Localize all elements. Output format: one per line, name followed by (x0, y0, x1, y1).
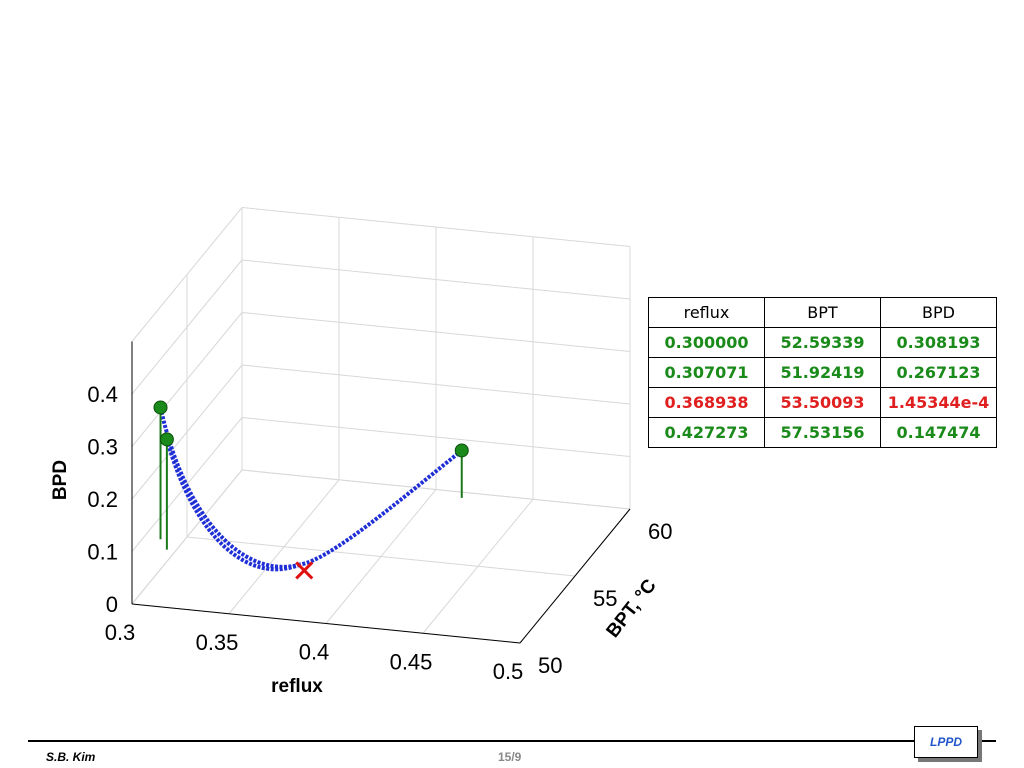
grid-line (241, 417, 631, 457)
start-point-marker (153, 400, 168, 415)
cell-reflux: 0.300000 (648, 327, 765, 358)
z-tick-label: 0.4 (87, 382, 118, 407)
grid-line (241, 469, 631, 510)
grid-line (131, 259, 243, 395)
cell-bpd: 0.147474 (880, 417, 997, 448)
x-tick-label: 0.45 (390, 649, 433, 674)
table-row: 0.300000 52.59339 0.308193 (648, 327, 997, 358)
table-header-row: reflux BPT BPD (648, 297, 997, 328)
start-point-marker (159, 432, 174, 447)
cell-bpt: 51.92419 (764, 357, 881, 388)
footer-page-number: 15/9 (498, 750, 522, 764)
y-tick-label: 50 (538, 653, 562, 678)
trajectory-line (164, 438, 302, 572)
cell-bpd: 0.267123 (880, 357, 997, 388)
optimum-marker (295, 561, 314, 580)
header-bpt: BPT (764, 297, 881, 328)
y-tick-label: 60 (648, 519, 672, 544)
footer-author: S.B. Kim (46, 750, 96, 764)
z-axis-title: BPD (50, 460, 71, 500)
cell-reflux: 0.368938 (648, 387, 765, 418)
x-tick-label: 0.35 (196, 630, 239, 655)
cell-bpd: 0.308193 (880, 327, 997, 358)
z-tick-label: 0.3 (87, 435, 118, 460)
z-tick-label: 0.2 (87, 487, 118, 512)
grid-line (131, 364, 243, 500)
x-tick-label: 0.5 (493, 659, 524, 684)
grid-line (131, 207, 243, 342)
results-table: reflux BPT BPD 0.300000 52.59339 0.30819… (648, 297, 997, 448)
x-tick-label: 0.4 (299, 640, 330, 665)
grid-line (186, 536, 576, 577)
table-row: 0.307071 51.92419 0.267123 (648, 357, 997, 388)
z-tick-label: 0 (106, 592, 118, 617)
cell-reflux: 0.427273 (648, 417, 765, 448)
start-point-marker (454, 443, 469, 458)
optimum-x-stroke (295, 561, 314, 580)
cell-bpt: 53.50093 (764, 387, 881, 418)
lppd-logo: LPPD (914, 726, 978, 758)
table-row: 0.427273 57.53156 0.147474 (648, 417, 997, 448)
x-axis-title: reflux (271, 676, 323, 697)
trajectory-line (158, 407, 301, 569)
grid-line (131, 312, 243, 447)
cell-bpd: 1.45344e-4 (880, 387, 997, 418)
header-reflux: reflux (648, 297, 765, 328)
grid-line (241, 259, 631, 300)
cell-bpt: 57.53156 (764, 417, 881, 448)
grid-line (241, 312, 631, 352)
x-tick-label: 0.3 (105, 620, 136, 645)
cell-reflux: 0.307071 (648, 357, 765, 388)
trajectory-line (299, 448, 464, 567)
logo-text: LPPD (929, 735, 962, 749)
footer-divider (28, 740, 996, 742)
y-axis-line (519, 508, 631, 644)
y-tick-label: 55 (593, 586, 617, 611)
z-tick-label: 0.1 (87, 540, 118, 565)
header-bpd: BPD (880, 297, 997, 328)
table-row: 0.368938 53.50093 1.45344e-4 (648, 387, 997, 418)
x-axis-line (131, 603, 521, 644)
cell-bpt: 52.59339 (764, 327, 881, 358)
grid-line (241, 207, 631, 247)
grid-line (241, 364, 631, 405)
